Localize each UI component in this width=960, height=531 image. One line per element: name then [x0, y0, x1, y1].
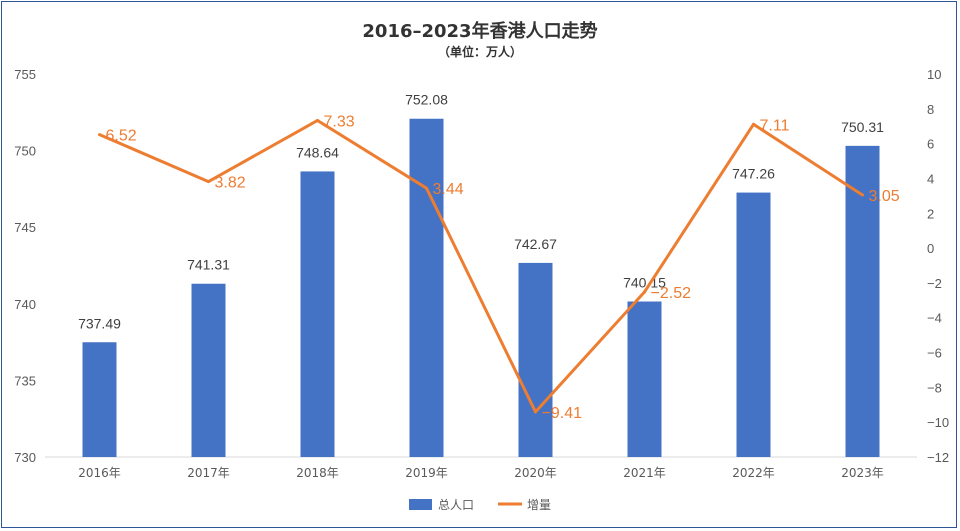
x-tick-label: 2022年	[732, 466, 775, 480]
bar	[736, 192, 771, 458]
line-data-label: 7.33	[324, 113, 355, 130]
right-tick-label: 0	[927, 241, 934, 256]
bar	[82, 342, 117, 457]
legend-label-increment: 增量	[527, 498, 551, 512]
line-series	[98, 118, 864, 414]
bar-data-label: 747.26	[732, 166, 775, 182]
legend: 总人口 增量	[409, 498, 551, 512]
x-tick-label: 2016年	[78, 466, 121, 480]
left-tick-label: 750	[14, 144, 36, 159]
chart-subtitle: （单位：万人）	[438, 44, 522, 59]
left-tick-label: 730	[14, 450, 36, 465]
line-point	[425, 186, 428, 190]
left-tick-label: 740	[14, 297, 36, 312]
bar-series	[82, 118, 880, 458]
bar-data-label: 740.15	[623, 275, 666, 291]
legend-label-total: 总人口	[438, 498, 474, 512]
right-tick-label: 8	[927, 102, 934, 117]
bar-labels: 737.49 741.31 748.64 752.08 742.67 740.15 747.…	[78, 92, 884, 332]
line-point	[316, 118, 319, 122]
bar-data-label: 748.64	[296, 144, 339, 160]
right-tick-label: 2	[927, 206, 934, 221]
line-point	[752, 122, 755, 126]
left-tick-label: 745	[14, 220, 36, 235]
legend-swatch-total	[409, 499, 432, 510]
line-data-label: 6.52	[106, 128, 137, 145]
x-tick-label: 2020年	[514, 466, 557, 480]
line-point	[207, 180, 210, 184]
line-data-label: 7.11	[760, 117, 790, 134]
chart-title: 2016–2023年香港人口走势	[362, 20, 597, 42]
line-data-label: 3.44	[433, 181, 464, 198]
bar-data-label: 750.31	[841, 119, 884, 135]
right-axis-ticks: −12 −10 −8 −6 −4 −2 0 2 4 6 8 10	[927, 67, 949, 465]
right-tick-label: 10	[927, 67, 941, 82]
right-tick-label: −4	[927, 311, 942, 326]
line-point	[98, 133, 101, 137]
bar	[300, 171, 335, 458]
bar	[845, 145, 880, 457]
right-tick-label: −10	[927, 415, 949, 430]
x-tick-label: 2018年	[296, 466, 339, 480]
line-data-label: −2.52	[651, 285, 692, 302]
right-tick-label: −12	[927, 450, 949, 465]
right-tick-label: −8	[927, 380, 942, 395]
left-axis-ticks: 730 735 740 745 750 755	[14, 67, 36, 465]
x-tick-label: 2021年	[623, 466, 666, 480]
right-tick-label: 4	[927, 171, 934, 186]
x-tick-label: 2023年	[841, 466, 884, 480]
bar	[518, 262, 553, 457]
right-tick-label: 6	[927, 137, 934, 152]
x-tick-label: 2017年	[187, 466, 230, 480]
right-tick-label: −2	[927, 276, 942, 291]
left-tick-label: 755	[14, 67, 36, 82]
x-tick-label: 2019年	[405, 466, 448, 480]
line-data-label: −9.41	[542, 405, 583, 422]
line-labels: 6.52 3.82 7.33 3.44 −9.41 −2.52 7.11 3.05	[106, 113, 900, 421]
bar	[627, 301, 662, 457]
line-data-label: 3.05	[869, 188, 900, 205]
bar-data-label: 741.31	[187, 257, 230, 273]
bar-data-label: 752.08	[405, 92, 448, 108]
bar-data-label: 737.49	[78, 315, 121, 331]
right-tick-label: −6	[927, 346, 942, 361]
line-point	[534, 410, 537, 414]
line-data-label: 3.82	[215, 175, 246, 192]
left-tick-label: 735	[14, 373, 36, 388]
line-point	[643, 290, 646, 294]
bar-data-label: 742.67	[514, 236, 557, 252]
x-axis-ticks: 2016年 2017年 2018年 2019年 2020年 2021年 2022年 2023年	[78, 466, 884, 480]
line-point	[861, 193, 864, 197]
increment-line	[98, 118, 864, 414]
bar	[409, 118, 444, 457]
bar	[191, 283, 226, 457]
